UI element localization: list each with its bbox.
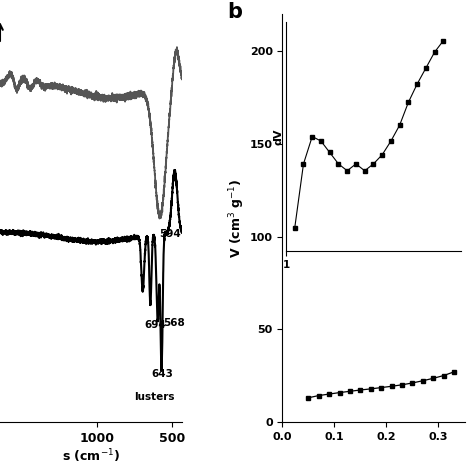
Text: lusters: lusters [135,392,175,401]
Y-axis label: V (cm$^{3}$ g$^{-1}$): V (cm$^{3}$ g$^{-1}$) [227,178,247,258]
Text: 643: 643 [151,369,173,379]
X-axis label: s (cm$^{-1}$): s (cm$^{-1}$) [62,447,120,465]
Text: 694: 694 [145,320,166,330]
Text: 568: 568 [164,318,185,328]
Text: b: b [228,2,243,22]
Text: 594: 594 [159,228,181,238]
